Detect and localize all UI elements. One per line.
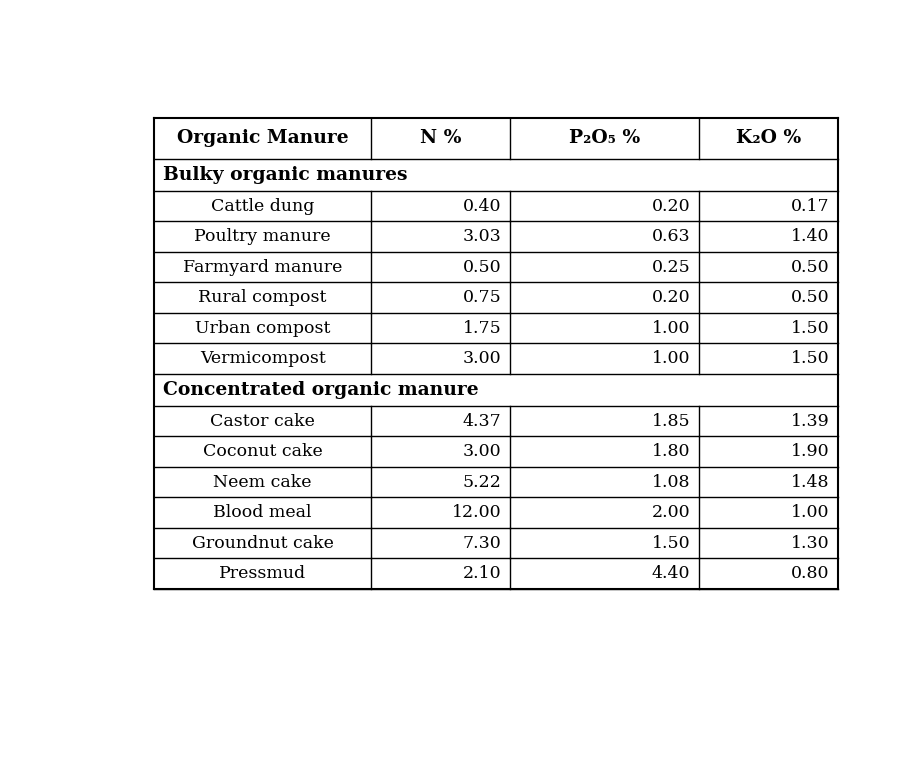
Text: 1.30: 1.30 <box>790 535 829 552</box>
Text: 0.40: 0.40 <box>463 198 502 215</box>
Text: 1.48: 1.48 <box>790 473 829 491</box>
Text: 1.80: 1.80 <box>652 443 690 460</box>
Text: 0.17: 0.17 <box>790 198 829 215</box>
Text: 1.00: 1.00 <box>652 320 690 336</box>
Text: 1.40: 1.40 <box>790 228 829 245</box>
Text: 0.50: 0.50 <box>790 259 829 275</box>
Text: Urban compost: Urban compost <box>195 320 330 336</box>
Text: P₂O₅ %: P₂O₅ % <box>569 129 641 147</box>
Text: Cattle dung: Cattle dung <box>211 198 314 215</box>
Text: 0.25: 0.25 <box>652 259 690 275</box>
Text: 0.20: 0.20 <box>652 289 690 306</box>
Text: 1.00: 1.00 <box>790 504 829 521</box>
Text: 0.63: 0.63 <box>652 228 690 245</box>
Text: 0.80: 0.80 <box>790 565 829 582</box>
Text: 1.50: 1.50 <box>652 535 690 552</box>
Text: 0.20: 0.20 <box>652 198 690 215</box>
Text: 2.00: 2.00 <box>652 504 690 521</box>
Text: 12.00: 12.00 <box>452 504 502 521</box>
Text: 3.03: 3.03 <box>463 228 502 245</box>
Text: 3.00: 3.00 <box>463 443 502 460</box>
Text: 7.30: 7.30 <box>463 535 502 552</box>
Text: Groundnut cake: Groundnut cake <box>192 535 334 552</box>
Text: 4.40: 4.40 <box>652 565 690 582</box>
Text: 1.00: 1.00 <box>652 350 690 367</box>
Text: Coconut cake: Coconut cake <box>203 443 323 460</box>
Text: 1.50: 1.50 <box>790 350 829 367</box>
Text: Castor cake: Castor cake <box>210 412 315 430</box>
Text: 0.75: 0.75 <box>463 289 502 306</box>
Text: 1.90: 1.90 <box>790 443 829 460</box>
Text: Pressmud: Pressmud <box>219 565 306 582</box>
Text: Vermicompost: Vermicompost <box>199 350 325 367</box>
Text: 5.22: 5.22 <box>463 473 502 491</box>
Text: Rural compost: Rural compost <box>199 289 327 306</box>
Text: 0.50: 0.50 <box>790 289 829 306</box>
Text: K₂O %: K₂O % <box>736 129 801 147</box>
Text: 2.10: 2.10 <box>463 565 502 582</box>
Text: Poultry manure: Poultry manure <box>194 228 331 245</box>
Text: N %: N % <box>420 129 461 147</box>
Text: 1.75: 1.75 <box>463 320 502 336</box>
Text: 1.08: 1.08 <box>652 473 690 491</box>
Text: Organic Manure: Organic Manure <box>176 129 348 147</box>
Text: Neem cake: Neem cake <box>213 473 312 491</box>
Text: 4.37: 4.37 <box>463 412 502 430</box>
Text: 1.50: 1.50 <box>790 320 829 336</box>
Text: Blood meal: Blood meal <box>213 504 312 521</box>
Text: Farmyard manure: Farmyard manure <box>183 259 343 275</box>
Text: 0.50: 0.50 <box>463 259 502 275</box>
Text: 1.85: 1.85 <box>652 412 690 430</box>
Text: Bulky organic manures: Bulky organic manures <box>163 166 407 184</box>
Text: 3.00: 3.00 <box>463 350 502 367</box>
Text: 1.39: 1.39 <box>790 412 829 430</box>
Text: Concentrated organic manure: Concentrated organic manure <box>163 380 478 399</box>
